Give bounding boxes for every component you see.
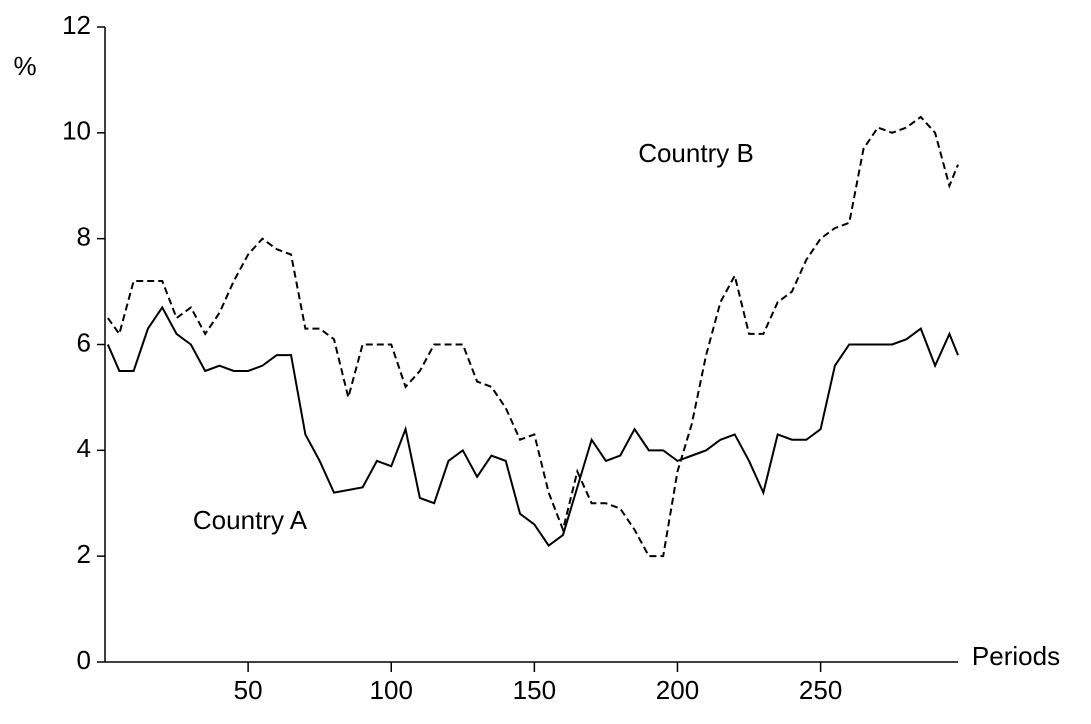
series-line <box>107 115 959 558</box>
x-tick-label: 100 <box>370 675 413 705</box>
x-tick-label: 200 <box>656 675 699 705</box>
y-axis-label: % <box>13 51 36 81</box>
x-tick-label: 50 <box>234 675 263 705</box>
y-tick-label: 6 <box>77 327 91 357</box>
y-tick-label: 4 <box>77 433 91 463</box>
y-tick-label: 2 <box>77 539 91 569</box>
y-tick-label: 12 <box>62 10 91 40</box>
x-tick-label: 250 <box>799 675 842 705</box>
y-tick-label: 8 <box>77 222 91 252</box>
x-axis-label: Periods <box>972 641 1060 671</box>
x-tick-label: 150 <box>513 675 556 705</box>
y-tick-label: 0 <box>77 645 91 675</box>
y-tick-label: 10 <box>62 116 91 146</box>
annotation: Country A <box>193 505 308 535</box>
annotation: Country B <box>638 138 754 168</box>
series-line <box>106 305 959 548</box>
